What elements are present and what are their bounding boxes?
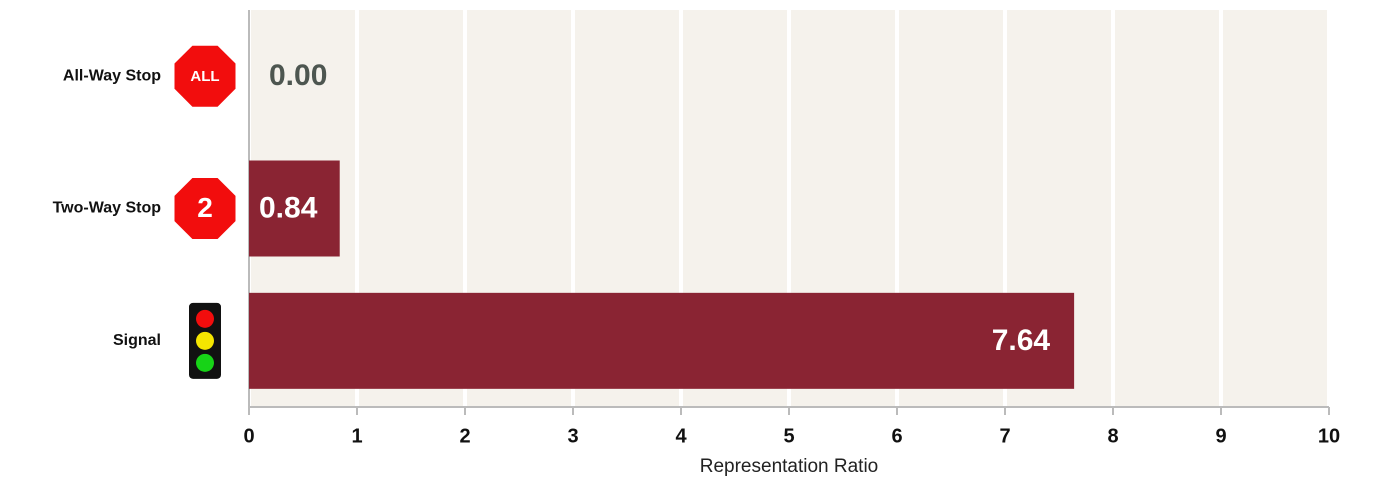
icon-label: 2 xyxy=(197,192,213,223)
x-axis-title: Representation Ratio xyxy=(700,456,879,477)
x-tick-label: 10 xyxy=(1318,425,1340,447)
stop-sign-icon xyxy=(174,178,236,239)
bar xyxy=(249,292,1075,389)
x-tick-label: 2 xyxy=(459,425,470,447)
signal-lamp xyxy=(196,309,214,328)
x-tick-label: 1 xyxy=(351,425,362,447)
x-tick-label: 4 xyxy=(675,425,687,447)
value-label: 0.00 xyxy=(269,59,327,92)
icon-label: ALL xyxy=(190,68,219,85)
signal-lamp xyxy=(196,331,214,350)
y-tick-label: Signal xyxy=(113,332,161,349)
x-tick-label: 5 xyxy=(783,425,794,447)
x-tick-label: 7 xyxy=(999,425,1010,447)
y-tick-label: Two-Way Stop xyxy=(53,200,162,217)
value-label: 0.84 xyxy=(259,191,318,224)
x-tick-label: 9 xyxy=(1215,425,1226,447)
x-tick-label: 0 xyxy=(243,425,254,447)
signal-lamp xyxy=(196,353,214,372)
value-label: 7.64 xyxy=(992,324,1051,357)
x-tick-label: 8 xyxy=(1107,425,1118,447)
bar xyxy=(249,160,340,257)
y-tick-label: All-Way Stop xyxy=(63,67,161,84)
x-tick-label: 3 xyxy=(567,425,578,447)
x-tick-label: 6 xyxy=(891,425,902,447)
stop-sign-icon xyxy=(174,45,236,107)
